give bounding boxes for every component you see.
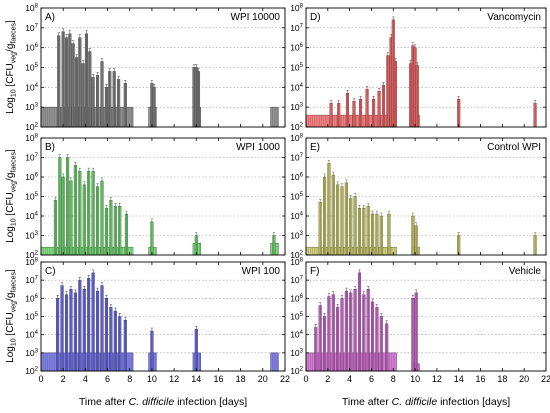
y-tick-label: 106 [25, 43, 38, 53]
panel-letter: E) [310, 142, 320, 153]
y-tick-label: 104 [290, 330, 303, 340]
x-tick-label: 14 [191, 374, 201, 384]
y-tick-label: 107 [290, 275, 303, 285]
x-tick-label: 18 [497, 374, 507, 384]
y-tick-label: 102 [290, 122, 303, 132]
y-tick-label: 102 [25, 366, 38, 376]
x-axis-label: Time after C. difficile infection [days] [342, 396, 510, 408]
x-axis-label: Time after C. difficile infection [days] [79, 396, 247, 408]
x-tick-label: 10 [147, 374, 157, 384]
y-tick-label: 103 [25, 231, 38, 241]
x-tick-label: 6 [369, 374, 374, 384]
y-tick-label: 108 [290, 3, 303, 13]
y-tick-label: 103 [25, 348, 38, 358]
panel-title: WPI 100 [242, 266, 281, 277]
y-tick-label: 108 [290, 257, 303, 267]
y-tick-label: 103 [290, 348, 303, 358]
panel-title: Control WPI [487, 142, 541, 153]
y-tick-label: 102 [25, 122, 38, 132]
y-axis-label: Log10 [CFUveg/gfaeces] [5, 149, 18, 243]
y-tick-label: 104 [290, 211, 303, 221]
x-tick-label: 4 [347, 374, 352, 384]
panel-f: 102 103 104 105 106 107 108 0 2 4 6 8 10 12 14 16 18 20 22… [290, 257, 550, 384]
y-tick-label: 107 [25, 153, 38, 163]
x-tick-label: 14 [454, 374, 464, 384]
panel-letter: D) [310, 12, 321, 23]
x-tick-label: 0 [38, 374, 43, 384]
y-tick-label: 105 [290, 192, 303, 202]
x-tick-label: 8 [391, 374, 396, 384]
panel-c: 102 103 104 105 106 107 108 0 2 4 6 8 10 12 14 16 18 20 22… [25, 257, 290, 384]
x-tick-label: 20 [258, 374, 268, 384]
y-axis-label: Log10 [CFUveg/gfaeces] [5, 269, 18, 363]
y-tick-label: 106 [290, 172, 303, 182]
y-tick-label: 103 [25, 102, 38, 112]
panel-letter: F) [310, 266, 319, 277]
x-tick-label: 20 [519, 374, 529, 384]
x-tick-label: 16 [476, 374, 486, 384]
y-tick-label: 105 [25, 312, 38, 322]
panel-letter: B) [45, 142, 55, 153]
y-tick-label: 107 [290, 23, 303, 33]
y-tick-label: 107 [290, 153, 303, 163]
y-tick-label: 102 [290, 250, 303, 260]
y-tick-label: 107 [25, 23, 38, 33]
y-tick-label: 105 [25, 192, 38, 202]
y-tick-label: 104 [25, 211, 38, 221]
panel-letter: A) [45, 12, 55, 23]
y-tick-label: 106 [290, 43, 303, 53]
y-tick-label: 105 [290, 63, 303, 73]
y-tick-label: 108 [25, 133, 38, 143]
x-tick-label: 0 [303, 374, 308, 384]
x-tick-label: 22 [541, 374, 550, 384]
x-tick-label: 16 [213, 374, 223, 384]
x-tick-label: 18 [236, 374, 246, 384]
y-tick-label: 105 [25, 63, 38, 73]
x-tick-label: 6 [105, 374, 110, 384]
y-tick-label: 106 [25, 172, 38, 182]
y-tick-label: 108 [290, 133, 303, 143]
panel-a: 102 103 104 105 106 107 108 A) WPI 10000 [25, 3, 286, 132]
panel-title: WPI 1000 [236, 142, 280, 153]
y-tick-label: 104 [290, 82, 303, 92]
y-tick-label: 107 [25, 275, 38, 285]
panel-b: 102 103 104 105 106 107 108 B) WPI 1000 [25, 133, 286, 260]
y-tick-label: 103 [290, 102, 303, 112]
panel-d: 102 103 104 105 106 107 108 D) Vancomycin [290, 3, 547, 132]
x-tick-label: 8 [127, 374, 132, 384]
y-tick-label: 108 [25, 257, 38, 267]
y-tick-label: 106 [25, 293, 38, 303]
x-tick-label: 4 [83, 374, 88, 384]
panel-letter: C) [45, 266, 56, 277]
y-axis-label: Log10 [CFUveg/gfaeces] [5, 20, 18, 114]
y-tick-label: 102 [290, 366, 303, 376]
panel-title: WPI 10000 [231, 12, 281, 23]
y-tick-label: 106 [290, 293, 303, 303]
y-tick-label: 105 [290, 312, 303, 322]
x-tick-label: 12 [432, 374, 442, 384]
panel-title: Vancomycin [487, 12, 541, 23]
x-tick-label: 22 [280, 374, 290, 384]
y-tick-label: 103 [290, 231, 303, 241]
x-tick-label: 12 [169, 374, 179, 384]
x-tick-label: 2 [61, 374, 66, 384]
y-tick-label: 104 [25, 330, 38, 340]
panel-e: 102 103 104 105 106 107 108 E) Control WPI [290, 133, 547, 260]
y-tick-label: 108 [25, 3, 38, 13]
panel-title: Vehicle [509, 266, 542, 277]
x-tick-label: 2 [325, 374, 330, 384]
y-tick-label: 102 [25, 250, 38, 260]
y-tick-label: 104 [25, 82, 38, 92]
x-tick-label: 10 [410, 374, 420, 384]
